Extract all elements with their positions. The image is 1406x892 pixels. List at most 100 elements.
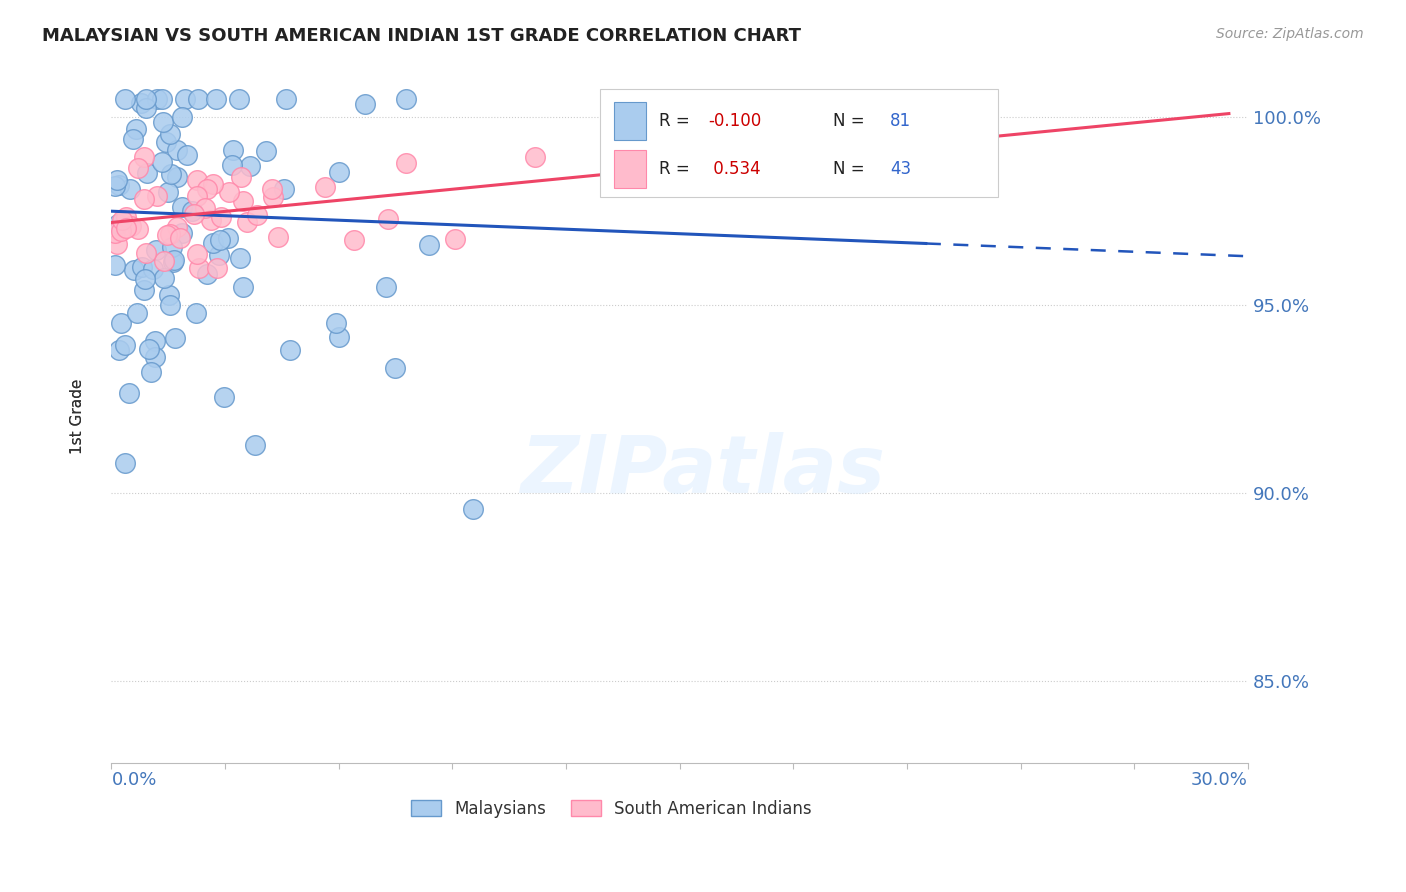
Point: [135, 91, 157, 105]
Point: [108, 343, 131, 358]
Point: [107, 178, 129, 192]
Point: [188, 260, 211, 275]
Text: 0.534: 0.534: [709, 161, 761, 178]
Point: [278, 343, 301, 357]
Text: N =: N =: [832, 161, 870, 178]
Point: [218, 185, 240, 199]
Point: [166, 169, 188, 184]
Point: [143, 334, 166, 348]
Point: [205, 260, 228, 275]
Point: [273, 182, 295, 196]
Point: [328, 329, 350, 343]
Point: [194, 201, 217, 215]
Point: [114, 457, 136, 471]
Point: [170, 110, 193, 124]
Point: [176, 147, 198, 161]
Point: [217, 231, 239, 245]
Point: [354, 97, 377, 112]
Point: [104, 179, 127, 194]
FancyBboxPatch shape: [600, 89, 998, 197]
Point: [157, 185, 180, 199]
Text: N =: N =: [832, 112, 870, 129]
Text: 1st Grade: 1st Grade: [70, 378, 84, 453]
Text: R =: R =: [659, 161, 695, 178]
Point: [110, 317, 132, 331]
Point: [205, 91, 228, 105]
Text: 0.0%: 0.0%: [111, 771, 157, 789]
Point: [186, 173, 208, 187]
Point: [157, 288, 180, 302]
Point: [212, 390, 235, 404]
Point: [117, 386, 139, 401]
Legend: Malaysians, South American Indians: Malaysians, South American Indians: [404, 793, 818, 824]
Text: 1st Grade: 1st Grade: [70, 378, 84, 453]
Point: [209, 211, 232, 225]
Bar: [614, 102, 645, 140]
Point: [159, 298, 181, 312]
Point: [232, 280, 254, 294]
Point: [181, 203, 204, 218]
Point: [105, 173, 128, 187]
Point: [107, 237, 129, 252]
Point: [136, 165, 159, 179]
Point: [114, 337, 136, 351]
Point: [239, 159, 262, 173]
Point: [163, 252, 186, 267]
Point: [159, 127, 181, 141]
Point: [153, 270, 176, 285]
Point: [111, 213, 134, 227]
Point: [127, 161, 149, 175]
Text: MALAYSIAN VS SOUTH AMERICAN INDIAN 1ST GRADE CORRELATION CHART: MALAYSIAN VS SOUTH AMERICAN INDIAN 1ST G…: [42, 27, 801, 45]
Point: [152, 115, 174, 129]
Point: [122, 262, 145, 277]
Point: [195, 181, 218, 195]
Point: [169, 231, 191, 245]
Point: [110, 223, 132, 237]
Point: [314, 180, 336, 194]
Point: [127, 222, 149, 236]
Point: [166, 220, 188, 235]
Point: [115, 220, 138, 235]
Point: [115, 210, 138, 224]
Point: [208, 248, 231, 262]
Point: [142, 261, 165, 276]
Point: [195, 268, 218, 282]
Point: [377, 212, 399, 227]
Point: [138, 342, 160, 356]
Point: [201, 235, 224, 250]
Point: [221, 159, 243, 173]
Point: [104, 226, 127, 240]
Point: [104, 258, 127, 272]
Point: [150, 155, 173, 169]
Point: [209, 233, 232, 247]
Point: [228, 251, 250, 265]
Point: [173, 91, 195, 105]
Point: [165, 331, 187, 345]
Text: -0.100: -0.100: [709, 112, 761, 129]
Point: [170, 201, 193, 215]
Point: [160, 240, 183, 254]
Point: [145, 243, 167, 257]
Point: [254, 144, 277, 158]
Point: [186, 306, 208, 320]
Point: [186, 189, 208, 203]
Point: [162, 255, 184, 269]
Point: [418, 237, 440, 252]
Point: [243, 438, 266, 452]
Text: ZIPatlas: ZIPatlas: [520, 433, 884, 510]
Point: [141, 365, 163, 379]
Bar: [614, 150, 645, 188]
Text: 81: 81: [890, 112, 911, 129]
Point: [186, 247, 208, 261]
Point: [267, 230, 290, 244]
Point: [132, 150, 155, 164]
Point: [135, 101, 157, 115]
Point: [228, 91, 250, 105]
Point: [384, 361, 406, 376]
Text: 43: 43: [890, 161, 911, 178]
Point: [395, 155, 418, 169]
Point: [232, 194, 254, 209]
Point: [262, 182, 284, 196]
Text: Source: ZipAtlas.com: Source: ZipAtlas.com: [1216, 27, 1364, 41]
Point: [114, 91, 136, 105]
